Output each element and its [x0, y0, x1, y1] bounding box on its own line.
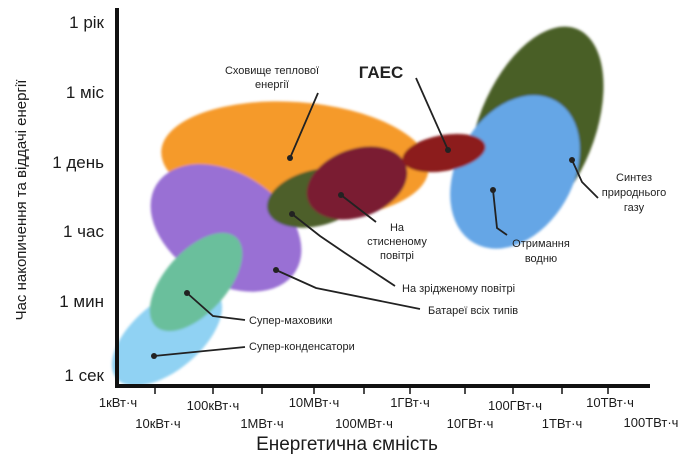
regions-layer: [111, 26, 604, 386]
label-thermal-line2: енергії: [255, 79, 289, 91]
leader-dots: [151, 147, 575, 359]
region-labels: Сховище теплової енергії ГАЕС На стиснен…: [225, 63, 666, 353]
region-compressed-air: [306, 146, 408, 220]
x-tick-10kwh: 10кВт·ч: [135, 416, 180, 431]
label-hydrogen-line1: Отримання: [512, 238, 570, 250]
x-tick-1gwh: 1ГВт·ч: [390, 395, 430, 410]
region-flywheels: [149, 232, 243, 332]
y-tick-day: 1 день: [52, 153, 104, 172]
x-tick-1twh: 1ТВт·ч: [542, 416, 582, 431]
x-tick-100gwh: 100ГВт·ч: [488, 398, 542, 413]
y-tick-year: 1 рік: [69, 13, 104, 32]
x-tick-1kwh: 1кВт·ч: [99, 395, 137, 410]
label-batteries: Батареї всіх типів: [428, 305, 518, 317]
x-tick-100kwh: 100кВт·ч: [187, 398, 240, 413]
label-hydrogen-line2: водню: [525, 253, 557, 265]
x-tick-100twh: 100ТВт·ч: [624, 415, 679, 430]
label-liquid-air: На зрідженому повітрі: [402, 283, 515, 295]
x-tick-10twh: 10ТВт·ч: [586, 395, 634, 410]
x-tick-10gwh: 10ГВт·ч: [447, 416, 494, 431]
region-pumped-hydro: [402, 133, 486, 173]
y-ticks: 1 сек 1 мин 1 час 1 день 1 міс 1 рік: [52, 13, 104, 385]
x-tick-1mwh: 1МВт·ч: [240, 416, 283, 431]
x-tick-marks: [154, 386, 609, 394]
y-tick-min: 1 мин: [59, 292, 104, 311]
label-natural-gas-line3: газу: [624, 202, 645, 214]
label-compressed-air-line3: повітрі: [380, 250, 414, 262]
y-tick-hour: 1 час: [63, 222, 104, 241]
region-hydrogen: [450, 95, 580, 249]
y-axis-title: Час накопичення та віддачі енергії: [13, 79, 30, 321]
x-ticks: 1кВт·ч 10кВт·ч 100кВт·ч 1МВт·ч 10МВт·ч 1…: [99, 395, 679, 431]
y-tick-sec: 1 сек: [64, 366, 104, 385]
leader-lines: [153, 77, 599, 357]
label-flywheels: Супер-маховики: [249, 315, 332, 327]
y-tick-month: 1 міс: [66, 83, 105, 102]
label-supercaps: Супер-конденсатори: [249, 341, 355, 353]
x-tick-100mwh: 100МВт·ч: [335, 416, 393, 431]
label-compressed-air-line2: стисненому: [367, 236, 427, 248]
label-thermal-line1: Сховище теплової: [225, 65, 319, 77]
label-natural-gas-line1: Синтез: [616, 172, 652, 184]
x-axis-title: Енергетична ємність: [256, 434, 438, 455]
x-tick-10mwh: 10МВт·ч: [289, 395, 340, 410]
label-pumped-hydro: ГАЕС: [359, 63, 403, 82]
label-compressed-air-line1: На: [390, 222, 405, 234]
label-natural-gas-line2: природнього: [602, 187, 666, 199]
